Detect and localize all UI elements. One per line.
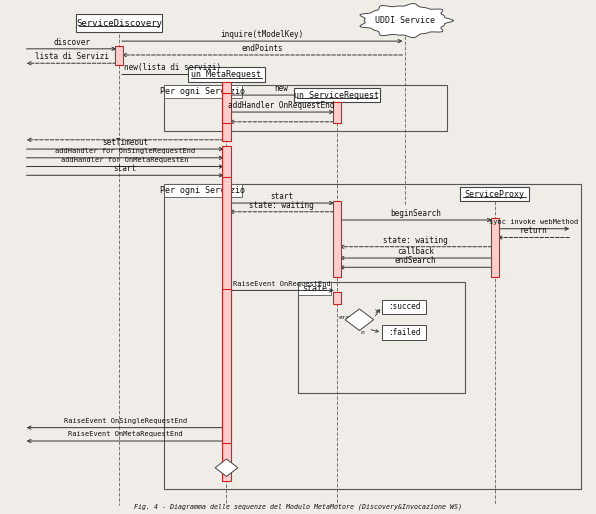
Text: ServiceDiscovery: ServiceDiscovery — [76, 19, 162, 28]
Text: Per ogni Servizio: Per ogni Servizio — [160, 87, 246, 96]
Polygon shape — [360, 4, 454, 38]
Text: UDDI Service: UDDI Service — [375, 16, 435, 25]
Text: start: start — [270, 192, 293, 201]
Bar — [188, 67, 265, 82]
Bar — [222, 146, 231, 177]
Text: un MetaRequest: un MetaRequest — [191, 70, 262, 79]
Text: state: state — [302, 284, 327, 292]
Text: un ServiceRequest: un ServiceRequest — [294, 90, 379, 100]
Text: Per ogni Servizio: Per ogni Servizio — [160, 186, 246, 195]
Text: lista di Servizi: lista di Servizi — [35, 52, 108, 61]
Text: sync invoke webMethod: sync invoke webMethod — [489, 219, 578, 225]
Polygon shape — [215, 459, 238, 476]
Bar — [381, 300, 426, 314]
Text: :failed: :failed — [388, 328, 420, 337]
Bar — [491, 218, 499, 277]
Text: n: n — [360, 330, 364, 335]
Bar — [164, 85, 241, 98]
Bar — [76, 14, 162, 32]
Text: addHandler OnRequestEnd: addHandler OnRequestEnd — [228, 101, 335, 110]
Bar — [164, 85, 447, 131]
Text: endPoints: endPoints — [241, 44, 283, 53]
Bar — [222, 82, 231, 141]
Bar — [115, 46, 123, 65]
Bar — [298, 282, 465, 393]
Text: addHandler for OnMetaRequestEn: addHandler for OnMetaRequestEn — [61, 157, 189, 163]
Text: new(lista di servizi): new(lista di servizi) — [125, 63, 221, 72]
Text: beginSearch: beginSearch — [390, 209, 441, 218]
Text: new: new — [275, 84, 288, 93]
Text: state: waiting: state: waiting — [383, 235, 448, 245]
Bar — [164, 184, 581, 489]
Bar — [222, 93, 231, 123]
Bar — [333, 201, 341, 277]
Bar — [381, 325, 426, 340]
Bar — [333, 292, 341, 304]
Text: inquire(tModelKey): inquire(tModelKey) — [221, 30, 304, 39]
Text: callback: callback — [397, 247, 434, 256]
Bar — [298, 282, 331, 295]
Text: RaiseEvent OnSingleRequestEnd: RaiseEvent OnSingleRequestEnd — [64, 418, 187, 424]
Text: Fig. 4 - Diagramma delle sequenze del Modulo MetaMotore (Discovery&Invocazione W: Fig. 4 - Diagramma delle sequenze del Mo… — [134, 503, 462, 510]
Text: RaiseEvent OnMetaRequestEnd: RaiseEvent OnMetaRequestEnd — [68, 431, 182, 437]
Bar — [293, 88, 380, 102]
Text: setTimeout: setTimeout — [102, 138, 148, 147]
Text: state: waiting: state: waiting — [249, 200, 314, 210]
Bar — [460, 187, 529, 201]
Text: addHandler for OnSingleRequestEnd: addHandler for OnSingleRequestEnd — [55, 148, 195, 154]
Text: ServiceProxy: ServiceProxy — [465, 190, 524, 199]
Text: endSearch: endSearch — [395, 256, 436, 265]
Text: :succed: :succed — [388, 302, 420, 311]
Bar — [222, 177, 231, 481]
Text: y: y — [374, 308, 378, 313]
Text: start: start — [114, 164, 136, 173]
Text: return: return — [520, 226, 547, 235]
Text: err: err — [339, 315, 350, 320]
Bar — [164, 184, 241, 197]
Bar — [333, 102, 341, 123]
Text: discover: discover — [53, 38, 90, 47]
Polygon shape — [345, 309, 374, 331]
Bar — [222, 289, 231, 443]
Text: RaiseEvent OnRequestEnd: RaiseEvent OnRequestEnd — [232, 281, 331, 287]
